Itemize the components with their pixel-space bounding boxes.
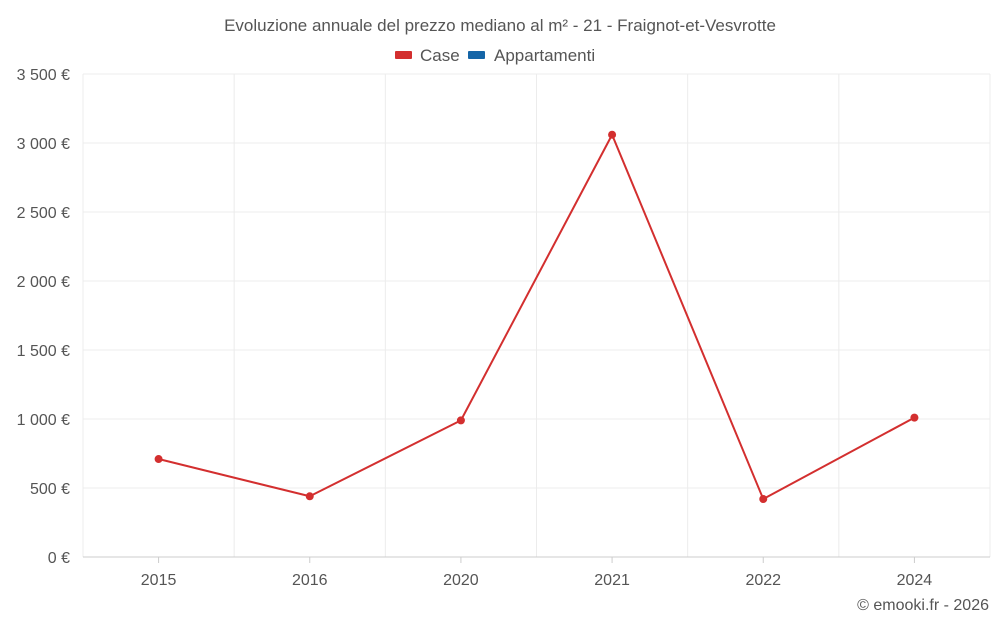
legend: Case Appartamenti <box>395 46 595 65</box>
x-tick-label: 2016 <box>292 572 328 589</box>
data-point-case[interactable] <box>759 495 768 504</box>
x-tick-label: 2015 <box>141 572 177 589</box>
x-tick-label: 2020 <box>443 572 479 589</box>
data-point-case[interactable] <box>608 130 617 139</box>
x-axis: 2015 2016 2020 2021 2022 2024 <box>83 556 990 589</box>
credit: © emooki.fr - 2026 <box>857 597 989 614</box>
x-tick-label: 2024 <box>897 572 933 589</box>
y-tick-label: 3 500 € <box>17 67 70 84</box>
series-line-case <box>158 133 915 501</box>
y-axis: 0 € 500 € 1 000 € 1 500 € 2 000 € 2 500 € 3 00… <box>17 67 70 567</box>
y-tick-label: 1 000 € <box>17 412 70 429</box>
legend-swatch-appartamenti <box>468 51 485 59</box>
y-tick-label: 0 € <box>48 550 70 567</box>
y-tick-label: 1 500 € <box>17 343 70 360</box>
data-point-case[interactable] <box>305 492 314 501</box>
plot-area <box>154 130 919 504</box>
chart-title: Evoluzione annuale del prezzo mediano al… <box>224 16 776 35</box>
x-tick-label: 2022 <box>745 572 781 589</box>
data-point-case[interactable] <box>456 416 465 425</box>
y-tick-label: 2 000 € <box>17 274 70 291</box>
data-point-case[interactable] <box>910 413 919 422</box>
legend-label-case: Case <box>420 46 460 65</box>
legend-item-appartamenti[interactable]: Appartamenti <box>468 46 595 65</box>
grid <box>82 73 991 557</box>
y-tick-label: 500 € <box>30 481 70 498</box>
y-tick-label: 3 000 € <box>17 136 70 153</box>
legend-item-case[interactable]: Case <box>395 46 460 65</box>
y-tick-label: 2 500 € <box>17 205 70 222</box>
legend-swatch-case <box>395 51 412 59</box>
legend-label-appartamenti: Appartamenti <box>494 46 595 65</box>
data-point-case[interactable] <box>154 455 163 464</box>
x-tick-label: 2021 <box>594 572 630 589</box>
